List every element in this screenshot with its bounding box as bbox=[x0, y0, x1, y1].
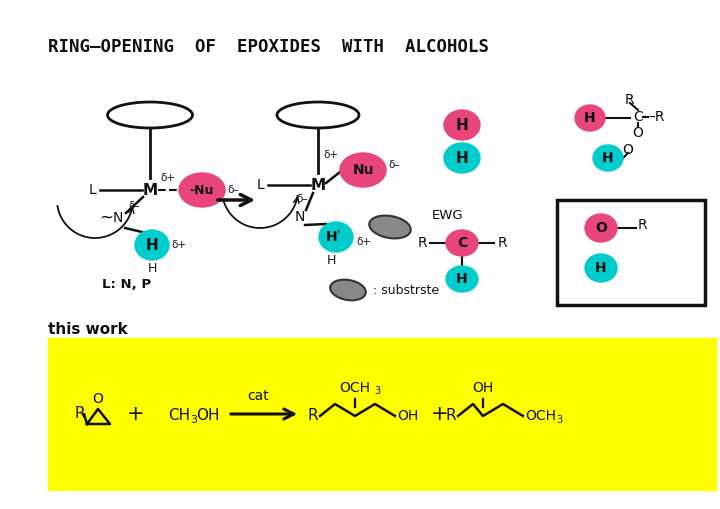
Ellipse shape bbox=[446, 266, 478, 292]
Text: H: H bbox=[326, 254, 336, 268]
Ellipse shape bbox=[444, 110, 480, 140]
Ellipse shape bbox=[585, 214, 617, 242]
Ellipse shape bbox=[369, 216, 411, 238]
Text: OH: OH bbox=[196, 409, 220, 423]
Ellipse shape bbox=[585, 254, 617, 282]
Text: this work: this work bbox=[48, 322, 127, 337]
Text: O: O bbox=[623, 143, 634, 157]
Text: H: H bbox=[148, 263, 157, 275]
Text: R: R bbox=[625, 93, 634, 107]
Text: Hʹ: Hʹ bbox=[326, 230, 342, 244]
Ellipse shape bbox=[575, 105, 605, 131]
Text: +: + bbox=[431, 404, 449, 424]
Ellipse shape bbox=[444, 143, 480, 173]
Text: δ–: δ– bbox=[128, 201, 140, 211]
Text: H: H bbox=[456, 272, 468, 286]
Bar bbox=[48, 338, 716, 490]
Ellipse shape bbox=[135, 230, 169, 260]
Ellipse shape bbox=[446, 230, 478, 256]
Ellipse shape bbox=[179, 173, 225, 207]
Text: H: H bbox=[456, 151, 469, 165]
Text: H: H bbox=[456, 118, 469, 132]
Text: R: R bbox=[307, 409, 318, 423]
Text: H: H bbox=[584, 111, 596, 125]
Text: 3: 3 bbox=[374, 386, 380, 396]
Text: 3: 3 bbox=[190, 415, 197, 425]
Text: OH: OH bbox=[472, 381, 494, 395]
Text: 3: 3 bbox=[556, 415, 562, 425]
Text: C: C bbox=[457, 236, 467, 250]
Text: –R: –R bbox=[648, 110, 665, 124]
Text: cat: cat bbox=[247, 389, 269, 403]
Text: R: R bbox=[75, 407, 85, 421]
Text: Nu: Nu bbox=[352, 163, 374, 177]
Text: O: O bbox=[595, 221, 607, 235]
Text: L: N, P: L: N, P bbox=[102, 278, 151, 291]
Text: ~: ~ bbox=[99, 209, 113, 227]
Text: M: M bbox=[143, 183, 158, 197]
Text: H: H bbox=[602, 151, 614, 165]
Text: CH: CH bbox=[168, 409, 190, 423]
Bar bbox=[557, 200, 705, 305]
Ellipse shape bbox=[330, 279, 366, 300]
Ellipse shape bbox=[340, 153, 386, 187]
Text: R: R bbox=[417, 236, 427, 250]
Text: M: M bbox=[310, 178, 325, 192]
Text: δ–: δ– bbox=[227, 185, 238, 195]
Text: O: O bbox=[93, 392, 104, 406]
Text: R: R bbox=[638, 218, 647, 232]
Text: L: L bbox=[256, 178, 264, 192]
Text: OH: OH bbox=[397, 409, 418, 423]
Text: O: O bbox=[633, 126, 644, 140]
Text: EWG: EWG bbox=[432, 209, 464, 221]
Text: δ+: δ+ bbox=[160, 173, 175, 183]
Ellipse shape bbox=[593, 145, 623, 171]
Text: +: + bbox=[127, 404, 145, 424]
Text: δ+: δ+ bbox=[171, 240, 186, 250]
Text: : substrste: : substrste bbox=[373, 284, 439, 297]
Text: H: H bbox=[145, 238, 158, 252]
Ellipse shape bbox=[319, 222, 353, 252]
Text: R: R bbox=[446, 409, 456, 423]
Text: H: H bbox=[595, 261, 607, 275]
Text: L: L bbox=[88, 183, 96, 197]
Text: δ+: δ+ bbox=[356, 237, 371, 247]
Text: δ+: δ+ bbox=[323, 150, 338, 160]
Text: C: C bbox=[633, 110, 643, 124]
Text: -Nu: -Nu bbox=[190, 184, 214, 196]
Text: N: N bbox=[294, 210, 305, 224]
Text: OCH: OCH bbox=[340, 381, 371, 395]
Text: RING–OPENING  OF  EPOXIDES  WITH  ALCOHOLS: RING–OPENING OF EPOXIDES WITH ALCOHOLS bbox=[48, 38, 489, 56]
Text: N: N bbox=[113, 211, 123, 225]
Text: R: R bbox=[498, 236, 507, 250]
Text: δ–: δ– bbox=[388, 160, 400, 170]
Text: OCH: OCH bbox=[525, 409, 556, 423]
Text: δ–: δ– bbox=[296, 194, 308, 204]
